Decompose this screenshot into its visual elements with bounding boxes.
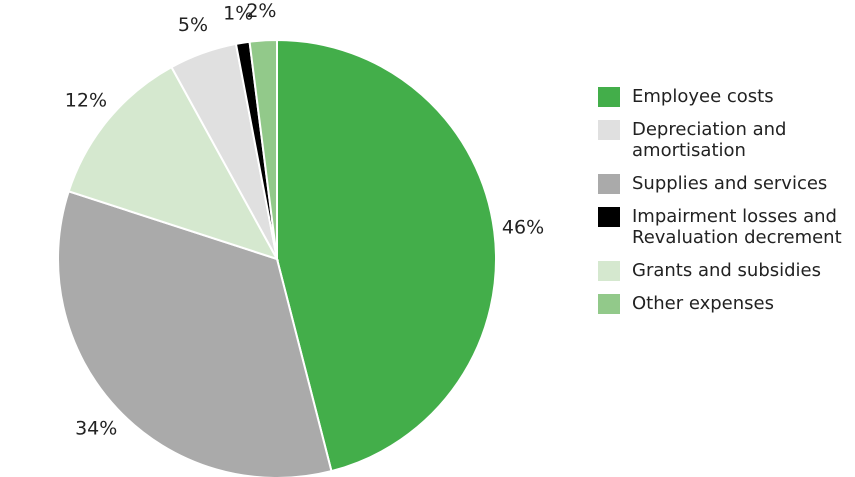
legend-label: Other expenses [632, 293, 774, 314]
legend-swatch [598, 261, 620, 281]
data-label: 34% [75, 417, 117, 439]
data-label: 2% [246, 0, 276, 22]
legend: Employee costs Depreciation and amortisat… [598, 86, 848, 314]
data-label: 5% [178, 14, 208, 36]
legend-swatch [598, 207, 620, 227]
legend-label: Supplies and services [632, 173, 828, 194]
legend-label: Grants and subsidies [632, 260, 821, 281]
legend-swatch [598, 120, 620, 140]
legend-label: Employee costs [632, 86, 774, 107]
legend-swatch [598, 174, 620, 194]
pie-slice [67, 65, 280, 261]
pie-slice [248, 38, 278, 260]
legend-item: Impairment losses and Revaluation decrem… [598, 206, 848, 248]
legend-label: Impairment losses and Revaluation decrem… [632, 206, 842, 248]
legend-item: Other expenses [598, 293, 848, 314]
legend-item: Depreciation and amortisation [598, 119, 848, 161]
data-label: 1% [223, 3, 253, 25]
legend-swatch [598, 87, 620, 107]
legend-item: Supplies and services [598, 173, 848, 194]
pie-slice [276, 38, 497, 473]
legend-item: Grants and subsidies [598, 260, 848, 281]
pie-slice [57, 190, 333, 477]
data-label: 46% [502, 216, 544, 238]
legend-label: Depreciation and amortisation [632, 119, 787, 161]
legend-swatch [598, 294, 620, 314]
data-label: 12% [65, 89, 107, 111]
legend-item: Employee costs [598, 86, 848, 107]
